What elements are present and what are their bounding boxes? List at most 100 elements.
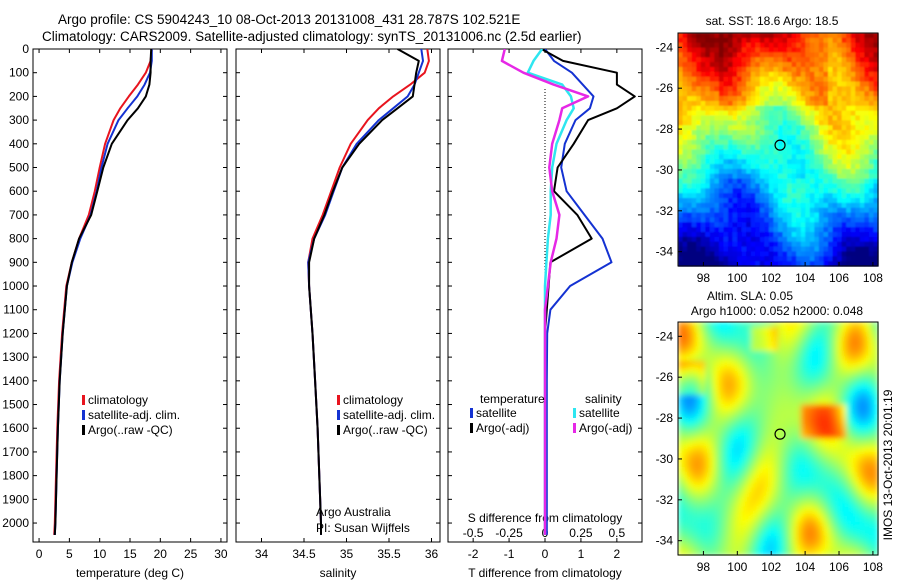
map-cell: [832, 394, 838, 401]
map-cell: [746, 246, 752, 253]
map-cell: [796, 144, 802, 151]
map-cell: [800, 457, 806, 464]
map-cell: [750, 212, 756, 219]
map-cell: [846, 193, 852, 199]
map-cell: [850, 525, 856, 532]
map-cell: [709, 66, 715, 73]
map-cell: [746, 477, 752, 483]
map-cell: [773, 159, 779, 165]
map-cell: [746, 261, 752, 267]
map-cell: [800, 130, 806, 136]
map-cell: [728, 462, 734, 469]
map-cell: [828, 341, 834, 347]
map-cell: [746, 105, 752, 112]
map-cell: [823, 457, 829, 464]
map-cell: [837, 110, 843, 117]
map-cell: [691, 66, 697, 73]
map-cell: [773, 173, 779, 180]
map-cell: [782, 545, 788, 551]
salinity-climatology-line: [307, 49, 430, 535]
map-cell: [782, 477, 788, 483]
map-cell: [796, 261, 802, 267]
map-cell: [873, 164, 879, 170]
map-cell: [818, 81, 825, 87]
map-cell: [732, 423, 738, 430]
map-cell: [682, 100, 688, 107]
temperature-axes: [32, 48, 228, 543]
map-cell: [828, 409, 834, 415]
map-cell: [700, 433, 706, 440]
map-cell: [700, 399, 706, 406]
map-cell: [873, 139, 879, 146]
map-cell: [850, 331, 856, 338]
map-cell: [805, 322, 811, 328]
map-cell: [714, 154, 720, 160]
map-cell: [728, 198, 734, 204]
map-cell: [700, 409, 706, 415]
map-y-tick-label: -24: [656, 40, 674, 54]
map-cell: [750, 423, 756, 430]
map-cell: [682, 501, 688, 508]
map-cell: [741, 414, 747, 420]
map-cell: [764, 251, 770, 257]
map-cell: [782, 448, 788, 454]
map-cell: [823, 159, 829, 165]
depth-tick-label: 600: [9, 184, 29, 198]
map-cell: [700, 125, 706, 131]
map-cell: [755, 414, 761, 420]
map-cell: [818, 341, 825, 347]
map-cell: [809, 246, 815, 253]
map-cell: [759, 57, 765, 63]
map-cell: [832, 173, 838, 180]
map-cell: [705, 322, 711, 328]
map-cell: [787, 100, 793, 107]
map-cell: [846, 37, 852, 44]
map-cell: [700, 530, 706, 537]
map-cell: [859, 37, 865, 44]
map-cell: [814, 443, 820, 449]
map-cell: [682, 183, 688, 189]
map-cell: [718, 57, 725, 63]
map-cell: [805, 110, 811, 117]
map-cell: [805, 491, 811, 498]
map-cell: [696, 212, 702, 219]
map-cell: [723, 380, 729, 386]
map-cell: [718, 511, 725, 517]
map-cell: [682, 37, 688, 44]
map-cell: [750, 173, 756, 180]
map-cell: [828, 355, 834, 362]
map-cell: [787, 394, 793, 401]
map-cell: [759, 428, 765, 435]
map-cell: [718, 472, 725, 478]
map-cell: [796, 428, 802, 435]
map-cell: [718, 482, 725, 488]
map-cell: [705, 540, 711, 546]
map-cell: [718, 331, 725, 338]
map-cell: [859, 346, 865, 352]
map-cell: [778, 428, 784, 435]
map-cell: [750, 96, 756, 102]
map-cell: [778, 370, 784, 376]
map-cell: [791, 389, 797, 396]
map-cell: [818, 62, 825, 68]
map-cell: [709, 331, 715, 338]
map-cell: [750, 134, 756, 141]
map-x-tick-label: 106: [829, 271, 849, 285]
map-cell: [750, 448, 756, 454]
map-cell: [787, 331, 793, 338]
map-cell: [746, 545, 752, 551]
map-cell: [814, 130, 820, 136]
map-cell: [741, 326, 747, 333]
map-cell: [768, 154, 775, 160]
map-cell: [796, 322, 802, 328]
map-cell: [864, 188, 870, 194]
map-cell: [737, 501, 743, 508]
map-cell: [809, 506, 815, 512]
map-cell: [873, 540, 879, 546]
map-cell: [846, 511, 852, 517]
map-cell: [787, 355, 793, 362]
map-cell: [800, 496, 806, 503]
map-cell: [837, 173, 843, 180]
map-cell: [691, 331, 697, 338]
map-cell: [741, 183, 747, 189]
